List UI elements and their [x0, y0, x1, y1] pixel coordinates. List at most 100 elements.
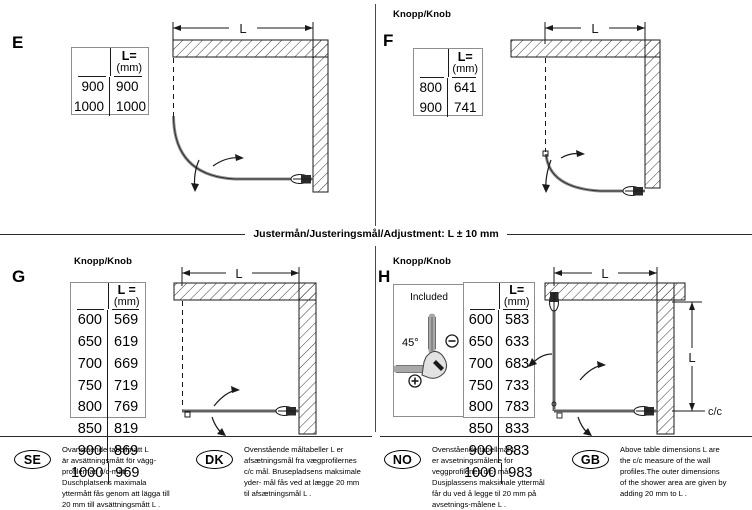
- cell-L: 969: [115, 464, 140, 481]
- table-row: 850 833: [464, 419, 534, 441]
- table-head-L-line1: L=: [509, 283, 525, 298]
- cell-size: 800: [414, 78, 448, 98]
- table-row: 650 619: [71, 332, 145, 354]
- adjustment-text: Justermån/Justeringsmål/Adjustment: L ± …: [253, 228, 499, 240]
- footer-note-dk-text: Ovenstående måltabeller L er afsætningsm…: [244, 445, 361, 499]
- panel-letter-e: E: [12, 33, 24, 52]
- table-row: 900 741: [414, 97, 482, 117]
- cell-L: 883: [505, 442, 530, 459]
- cell-size: 1000: [72, 96, 110, 116]
- panel-f-drawing: L: [505, 18, 705, 218]
- panel-letter-g: G: [12, 267, 26, 286]
- cell-L: 619: [114, 334, 139, 351]
- panel-h-drawing: L: [528, 262, 752, 437]
- table-head-L-line1: L =: [117, 283, 136, 298]
- angle-label: 45°: [402, 337, 419, 349]
- table-head: L= (mm): [72, 48, 148, 76]
- cell-L: 569: [114, 312, 139, 329]
- footer-note-gb: GB Above table dimensions L are the c/c …: [572, 444, 748, 498]
- table-head-L-line2: (mm): [116, 61, 143, 74]
- cell-L: 683: [505, 355, 530, 372]
- svg-text:L: L: [239, 21, 246, 36]
- footer-rule-left: [0, 436, 372, 437]
- table-row: 600 583: [464, 310, 534, 333]
- table-head: L = (mm): [71, 283, 145, 309]
- table-row: 800 783: [464, 397, 534, 420]
- included-label: Included: [410, 292, 448, 303]
- adjustment-rule-left: [0, 233, 246, 235]
- panel-f-dimension-table: L= (mm) 800 641 900 741: [413, 48, 483, 117]
- svg-text:L: L: [235, 266, 242, 281]
- table-head-blank: [464, 283, 500, 309]
- table-rule: [71, 309, 145, 311]
- panel-letter-h: H: [378, 267, 391, 286]
- table-row: 700 683: [464, 353, 534, 376]
- svg-text:c/c: c/c: [708, 406, 723, 418]
- cell-L: 783: [505, 399, 530, 416]
- table-rule: [414, 77, 482, 79]
- table-row: 750 719: [71, 375, 145, 398]
- table-row: 850 819: [71, 419, 145, 441]
- cell-size: 700: [71, 353, 108, 376]
- table-head-L: L= (mm): [111, 48, 149, 76]
- panel-f-knob-label: Knopp/Knob: [393, 9, 451, 20]
- cell-size: 700: [464, 353, 499, 376]
- cell-L: 583: [505, 312, 530, 329]
- panel-g-knob-label: Knopp/Knob: [74, 256, 132, 267]
- divider-vertical-top: [375, 4, 376, 226]
- table-row: 800 769: [71, 397, 145, 420]
- cell-size: 800: [464, 397, 499, 420]
- cell-size: 900: [414, 97, 448, 117]
- cell-size: 800: [71, 397, 108, 420]
- table-head-blank: [71, 283, 109, 309]
- cell-size: 600: [464, 310, 499, 333]
- table-row: 600 569: [71, 310, 145, 333]
- panel-h-included-inset: Included 45°: [393, 284, 465, 417]
- country-badge-no: NO: [384, 450, 421, 469]
- table-head-L: L= (mm): [500, 283, 535, 309]
- cell-size: 650: [464, 332, 499, 354]
- country-badge-se: SE: [14, 450, 51, 469]
- adjustment-rule-right: [506, 233, 752, 235]
- cell-size: 850: [71, 419, 108, 441]
- table-head: L= (mm): [464, 283, 534, 309]
- panel-g-dimension-table: L = (mm) 600 569 650 619 700 669 750 719: [70, 282, 146, 485]
- cell-size: 900: [72, 77, 110, 97]
- table-head-L: L= (mm): [449, 49, 483, 77]
- cell-size: 750: [71, 375, 108, 398]
- cell-L: 819: [114, 421, 139, 438]
- cell-size: 1000: [464, 462, 503, 485]
- footer-note-no: NO Ovenstående tabellmål L er avsetnings…: [384, 444, 564, 509]
- cell-L: 900: [116, 79, 139, 95]
- cell-size: 750: [464, 375, 499, 398]
- table-row: 700 669: [71, 353, 145, 376]
- cell-L: 983: [508, 464, 533, 481]
- cell-L: 719: [114, 377, 139, 394]
- table-body: 600 583 650 633 700 683 750 733 800 783 …: [464, 310, 534, 485]
- cell-L: 833: [505, 421, 530, 438]
- cell-size: 850: [464, 419, 499, 441]
- country-badge-dk: DK: [196, 450, 233, 469]
- panel-e-drawing: L: [165, 18, 365, 218]
- adjustment-band: Justermån/Justeringsmål/Adjustment: L ± …: [0, 228, 752, 240]
- table-row: 1000 1000: [72, 96, 148, 116]
- table-row: 750 733: [464, 375, 534, 398]
- table-head-L-line1: L=: [121, 49, 137, 64]
- table-head-L-line1: L=: [457, 50, 473, 65]
- cell-size: 900: [71, 440, 108, 463]
- table-body: 800 641 900 741: [414, 78, 482, 117]
- cell-size: 650: [71, 332, 108, 354]
- panel-h-dimension-table: L= (mm) 600 583 650 633 700 683 750 733: [463, 282, 535, 485]
- cell-size: 900: [464, 440, 499, 463]
- footer-note-se: SE Ovanstående tabellmått L är avsättnin…: [14, 444, 189, 509]
- table-row: 900 900: [72, 77, 148, 97]
- table-head-blank: [414, 49, 449, 77]
- footer-note-dk: DK Ovenstående måltabeller L er afsætnin…: [196, 444, 374, 499]
- svg-text:L: L: [601, 266, 608, 281]
- country-badge-gb: GB: [572, 450, 609, 469]
- cell-L: 633: [505, 334, 530, 351]
- panel-letter-f: F: [383, 31, 394, 50]
- cell-L: 733: [505, 377, 530, 394]
- cell-L: 869: [114, 442, 139, 459]
- divider-vertical-bottom: [375, 246, 376, 432]
